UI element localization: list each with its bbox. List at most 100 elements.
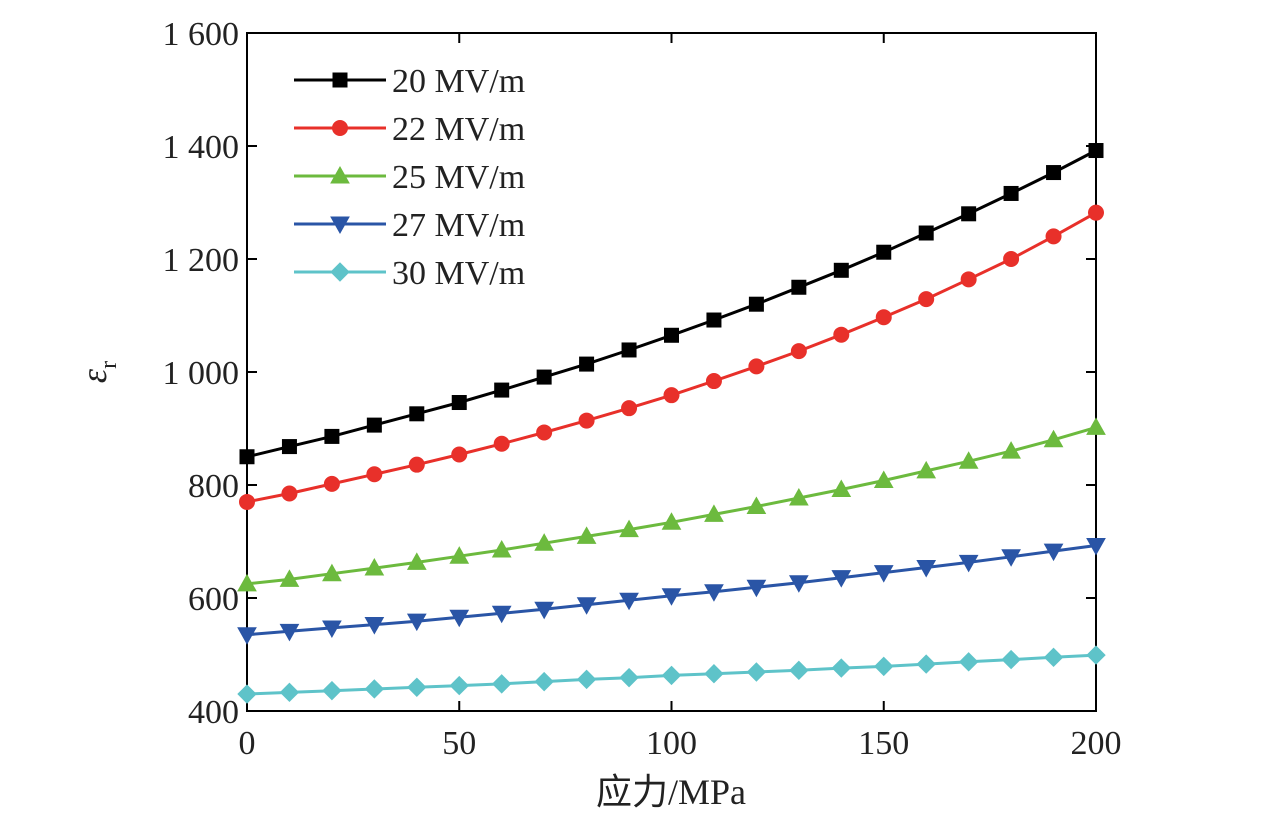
data-point [1088,143,1104,159]
data-point [790,343,807,360]
data-point [1046,165,1062,181]
data-point [1043,647,1064,668]
data-point [916,559,937,578]
data-point [279,682,300,703]
data-point [873,470,894,488]
data-point [833,326,850,343]
data-point [322,620,342,638]
legend-label: 25 MV/m [392,159,525,196]
data-point [873,565,894,583]
data-point [534,601,555,620]
data-point [789,660,809,681]
data-point [619,592,639,611]
data-point [1086,417,1106,435]
data-point [491,539,512,558]
data-point [491,674,512,694]
legend-marker [330,165,350,184]
data-point [1086,645,1106,665]
data-point [791,279,807,295]
data-point [281,485,298,502]
data-point [494,382,510,398]
data-point [705,373,722,390]
data-point [323,475,340,492]
data-point [324,428,340,444]
data-point [875,309,892,326]
data-point [1003,251,1020,267]
data-point [408,456,425,473]
legend-label: 27 MV/m [392,207,525,244]
y-tick-label: 1 400 [163,129,240,166]
series-3 [237,417,1106,592]
x-tick-label: 50 [442,725,476,762]
data-point [706,312,722,328]
data-point [916,460,937,479]
series-4 [237,537,1106,645]
data-point [663,387,680,404]
legend-label: 30 MV/m [392,255,525,292]
series-1 [239,143,1104,465]
data-point [576,526,597,544]
data-point [746,496,767,514]
data-point [661,665,682,686]
data-point [534,533,555,551]
data-point [831,479,852,498]
data-point [748,296,764,312]
data-point [1043,543,1064,562]
data-point [1086,537,1106,556]
data-point [916,654,936,674]
legend-item: 20 MV/m [294,63,525,100]
data-point [279,569,300,587]
data-point [918,225,934,241]
data-point [1045,228,1062,245]
legend-marker [330,216,350,235]
y-tick-label: 1 200 [163,242,240,279]
data-point [449,675,469,696]
data-point [579,356,595,372]
legend-label: 20 MV/m [392,63,525,100]
plot-frame [246,32,1097,712]
data-point [704,584,724,602]
data-point [874,656,894,677]
data-point [237,573,257,592]
data-point [746,579,767,598]
data-point [281,439,297,455]
data-point [831,570,852,588]
legend-item: 30 MV/m [294,255,525,292]
x-tick-label: 200 [1071,725,1122,762]
data-point [788,575,809,593]
data-point [409,406,425,422]
y-tick-label: 600 [188,581,239,618]
data-point [1003,185,1019,201]
data-point [958,652,979,672]
y-tick-label: 400 [188,694,239,731]
legend-label: 22 MV/m [392,111,525,148]
data-point [364,679,385,699]
data-point [664,327,679,343]
x-tick-label: 0 [239,725,256,762]
data-point [961,206,977,222]
data-point [619,667,639,688]
legend-marker [332,120,348,136]
data-point [1043,429,1064,448]
data-point [704,664,724,684]
series-5 [237,645,1106,704]
data-point [237,627,257,645]
data-point [322,680,342,701]
data-point [958,451,979,469]
data-point [449,546,470,564]
data-point [451,395,467,411]
y-axis-title-main: ε [74,368,114,383]
data-point [748,358,765,375]
data-point [619,519,639,538]
data-point [364,617,385,635]
data-point [918,291,935,308]
series-layer [237,143,1106,704]
data-point [449,609,470,628]
x-tick-label: 100 [646,725,697,762]
legend-item: 27 MV/m [294,207,525,244]
data-point [704,504,724,522]
data-point [621,400,638,417]
data-point [322,563,342,582]
data-point [366,466,383,483]
